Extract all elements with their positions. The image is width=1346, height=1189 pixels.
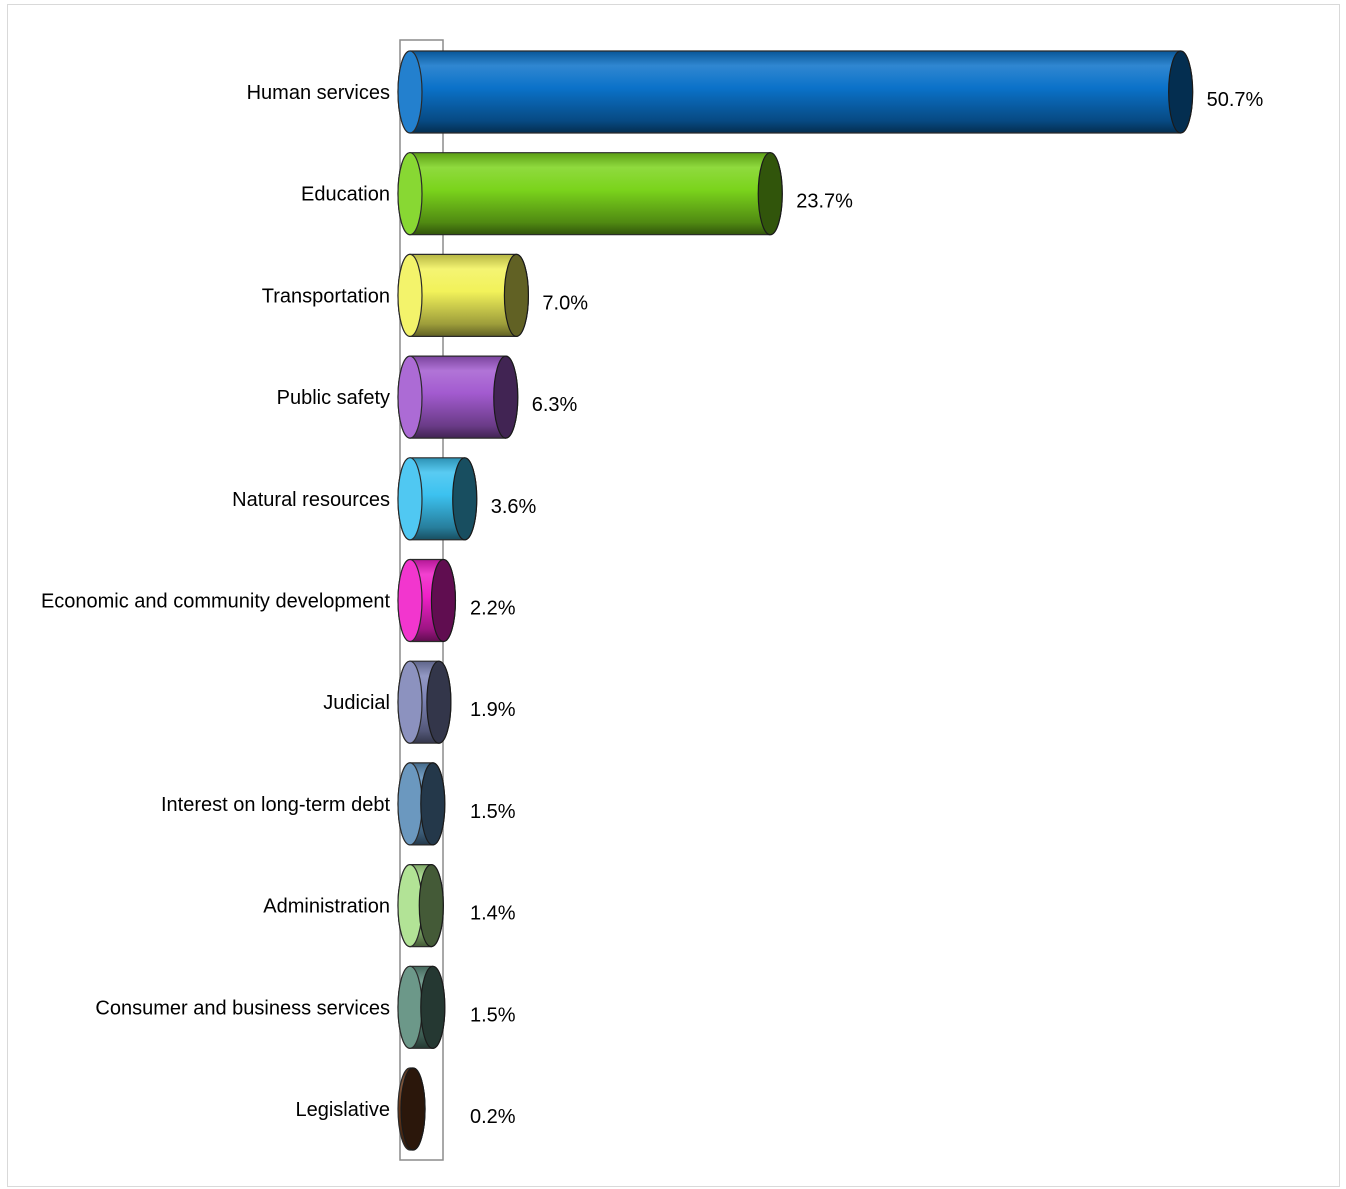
bar-administration <box>398 865 443 947</box>
bar-end-cap-judicial <box>427 661 451 743</box>
value-label-consumer-and-business-services: 1.5% <box>470 1004 516 1026</box>
bar-public-safety <box>398 356 518 438</box>
bars-layer <box>398 51 1193 1150</box>
value-label-judicial: 1.9% <box>470 699 516 721</box>
category-label-legislative: Legislative <box>295 1099 390 1121</box>
bar-start-cap-natural-resources <box>398 458 422 540</box>
bar-start-cap-interest-on-long-term-debt <box>398 763 422 845</box>
bar-consumer-and-business-services <box>398 966 445 1048</box>
bar-end-cap-transportation <box>504 254 528 336</box>
bar-end-cap-human-services <box>1169 51 1193 133</box>
bar-end-cap-public-safety <box>494 356 518 438</box>
value-label-transportation: 7.0% <box>542 292 588 314</box>
value-label-education: 23.7% <box>796 191 853 213</box>
bar-end-cap-education <box>758 153 782 235</box>
bar-body-education <box>398 153 782 235</box>
value-label-administration: 1.4% <box>470 903 516 925</box>
bar-economic-and-community-development <box>398 560 455 642</box>
value-label-public-safety: 6.3% <box>532 394 578 416</box>
category-label-economic-and-community-development: Economic and community development <box>41 591 391 613</box>
bar-start-cap-human-services <box>398 51 422 133</box>
bar-start-cap-education <box>398 153 422 235</box>
bar-end-cap-natural-resources <box>453 458 477 540</box>
value-label-legislative: 0.2% <box>470 1106 516 1128</box>
labels-layer: Human services 50.7% Education 23.7% Transpo… <box>41 82 1264 1128</box>
category-label-transportation: Transportation <box>262 285 390 307</box>
category-label-consumer-and-business-services: Consumer and business services <box>95 997 390 1019</box>
bar-start-cap-administration <box>398 865 422 947</box>
bar-transportation <box>398 254 528 336</box>
category-label-public-safety: Public safety <box>277 387 390 409</box>
bar-legislative <box>398 1068 425 1150</box>
value-label-economic-and-community-development: 2.2% <box>470 598 516 620</box>
category-label-judicial: Judicial <box>323 692 390 714</box>
category-label-administration: Administration <box>263 896 390 918</box>
bar-judicial <box>398 661 451 743</box>
bar-interest-on-long-term-debt <box>398 763 445 845</box>
category-label-education: Education <box>301 184 390 206</box>
category-label-interest-on-long-term-debt: Interest on long-term debt <box>161 794 390 816</box>
bar-start-cap-economic-and-community-development <box>398 560 422 642</box>
bar-human-services <box>398 51 1193 133</box>
value-label-human-services: 50.7% <box>1207 89 1264 111</box>
bar-start-cap-transportation <box>398 254 422 336</box>
category-label-human-services: Human services <box>247 82 390 104</box>
category-label-natural-resources: Natural resources <box>232 489 390 511</box>
bar-natural-resources <box>398 458 477 540</box>
bar-start-cap-consumer-and-business-services <box>398 966 422 1048</box>
bar-start-cap-public-safety <box>398 356 422 438</box>
bar-start-cap-judicial <box>398 661 422 743</box>
bar-end-cap-economic-and-community-development <box>431 560 455 642</box>
value-label-interest-on-long-term-debt: 1.5% <box>470 801 516 823</box>
bar-body-human-services <box>398 51 1193 133</box>
value-label-natural-resources: 3.6% <box>491 496 537 518</box>
bar-education <box>398 153 782 235</box>
bar-end-cap-interest-on-long-term-debt <box>421 763 445 845</box>
bar-end-cap-consumer-and-business-services <box>421 966 445 1048</box>
bar-end-cap-legislative <box>401 1068 425 1150</box>
bar-end-cap-administration <box>419 865 443 947</box>
